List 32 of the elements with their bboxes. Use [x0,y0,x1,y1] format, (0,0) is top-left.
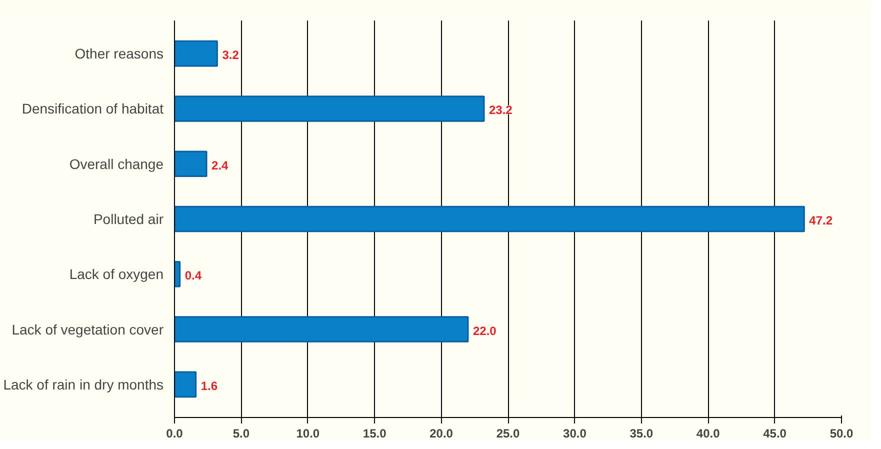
x-tick-label: 10.0 [296,426,320,440]
y-tick-label: Densification of habitat [22,100,164,117]
y-tick-label: Polluted air [93,211,164,227]
data-label: 2.4 [212,158,229,172]
x-tick-label: 30.0 [563,426,587,440]
y-tick-label: Lack of vegetation cover [12,321,164,338]
data-label: 1.6 [200,378,218,393]
y-tick-label: Other reasons [74,46,164,62]
bar [174,150,208,178]
bar [174,260,181,288]
x-tick-label: 45.0 [763,426,787,440]
bar [174,96,485,122]
x-tick-label: 50.0 [830,426,854,440]
bar [174,40,218,67]
x-tick-label: 15.0 [362,426,387,440]
x-tick-label: 35.0 [630,426,654,440]
x-tick-label: 25.0 [496,426,520,440]
bar [174,371,197,398]
y-tick-label: Lack of rain in dry months [3,376,164,392]
data-label: 47.2 [809,214,833,228]
x-tick-label: 40.0 [696,426,720,440]
data-label: 23.2 [488,103,513,118]
x-tick-label: 20.0 [430,426,454,440]
data-label: 3.2 [222,48,240,62]
bar [174,316,469,342]
x-tick-label: 0.0 [166,426,184,440]
x-tick-label: 5.0 [232,426,250,440]
data-label: 0.4 [184,268,202,283]
data-label: 22.0 [472,324,497,338]
y-tick-label: Lack of oxygen [69,266,164,282]
y-tick-label: Overall change [69,156,164,172]
bar [174,206,805,232]
